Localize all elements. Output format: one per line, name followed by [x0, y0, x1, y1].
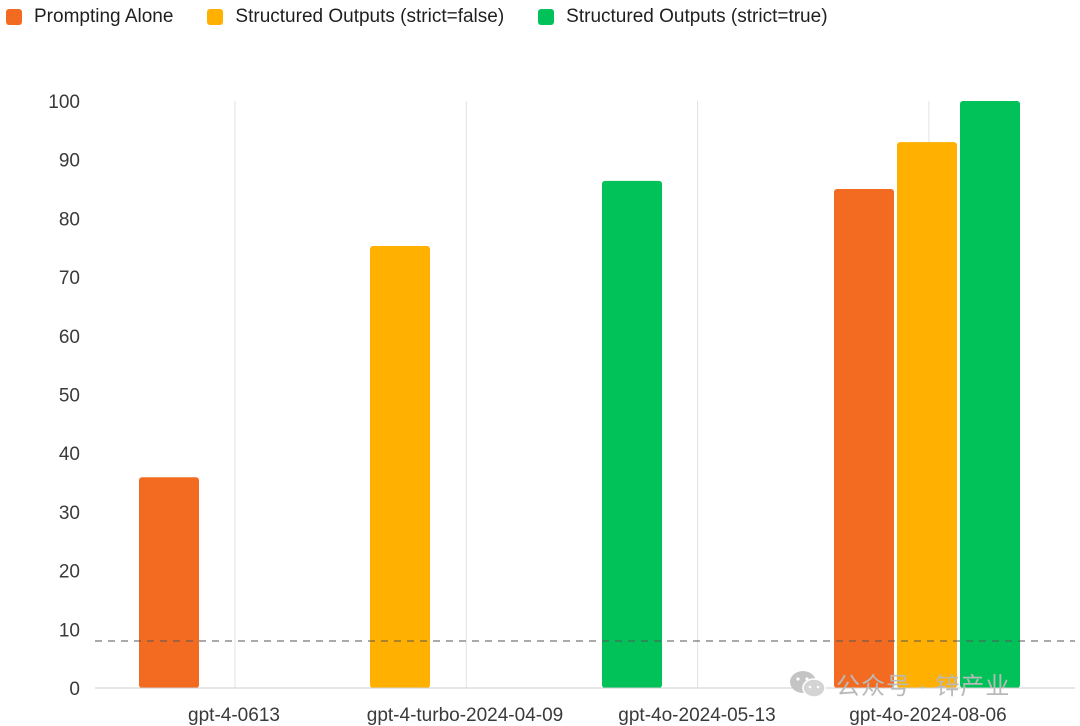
y-tick-label: 80	[59, 209, 80, 230]
watermark: 公众号 · 锌产业	[788, 666, 1010, 701]
x-tick-label: gpt-4o-2024-05-13	[618, 705, 775, 726]
y-tick-label: 0	[69, 679, 80, 700]
legend: Prompting Alone Structured Outputs (stri…	[6, 6, 862, 28]
bar-structured-outputs-strict-true-gpt-4o-2024-05-13	[602, 180, 662, 688]
x-tick-label: gpt-4-0613	[188, 705, 280, 726]
wechat-icon	[790, 670, 826, 698]
x-tick-label: gpt-4-turbo-2024-04-09	[367, 705, 563, 726]
legend-item-strict-true: Structured Outputs (strict=true)	[538, 6, 828, 28]
legend-item-prompting-alone: Prompting Alone	[6, 6, 173, 28]
bar-prompting-alone-gpt-4o-2024-08-06	[834, 189, 894, 689]
legend-label-strict-true: Structured Outputs (strict=true)	[566, 6, 828, 27]
y-tick-label: 10	[59, 620, 80, 641]
bar-structured-outputs-strict-false-gpt-4-turbo-2024-04-09	[370, 245, 430, 688]
y-tick-label: 40	[59, 444, 80, 465]
y-tick-label: 60	[59, 327, 80, 348]
legend-item-strict-false: Structured Outputs (strict=false)	[207, 6, 504, 28]
y-tick-label: 30	[59, 503, 80, 524]
y-tick-label: 90	[59, 151, 80, 172]
legend-label-prompting-alone: Prompting Alone	[34, 6, 174, 27]
y-tick-label: 20	[59, 562, 80, 583]
y-tick-label: 70	[59, 268, 80, 289]
y-tick-label: 100	[48, 92, 80, 113]
legend-swatch-prompting-alone	[6, 9, 22, 25]
bar-structured-outputs-strict-true-gpt-4o-2024-08-06	[960, 101, 1020, 688]
x-tick-label: gpt-4o-2024-08-06	[849, 705, 1006, 726]
y-tick-label: 50	[59, 386, 80, 407]
bar-prompting-alone-gpt-4-0613	[139, 477, 199, 688]
watermark-text: 公众号 · 锌产业	[836, 673, 1011, 700]
legend-label-strict-false: Structured Outputs (strict=false)	[235, 6, 505, 27]
legend-swatch-strict-true	[538, 9, 555, 25]
legend-swatch-strict-false	[207, 9, 224, 25]
bar-structured-outputs-strict-false-gpt-4o-2024-08-06	[897, 142, 957, 689]
